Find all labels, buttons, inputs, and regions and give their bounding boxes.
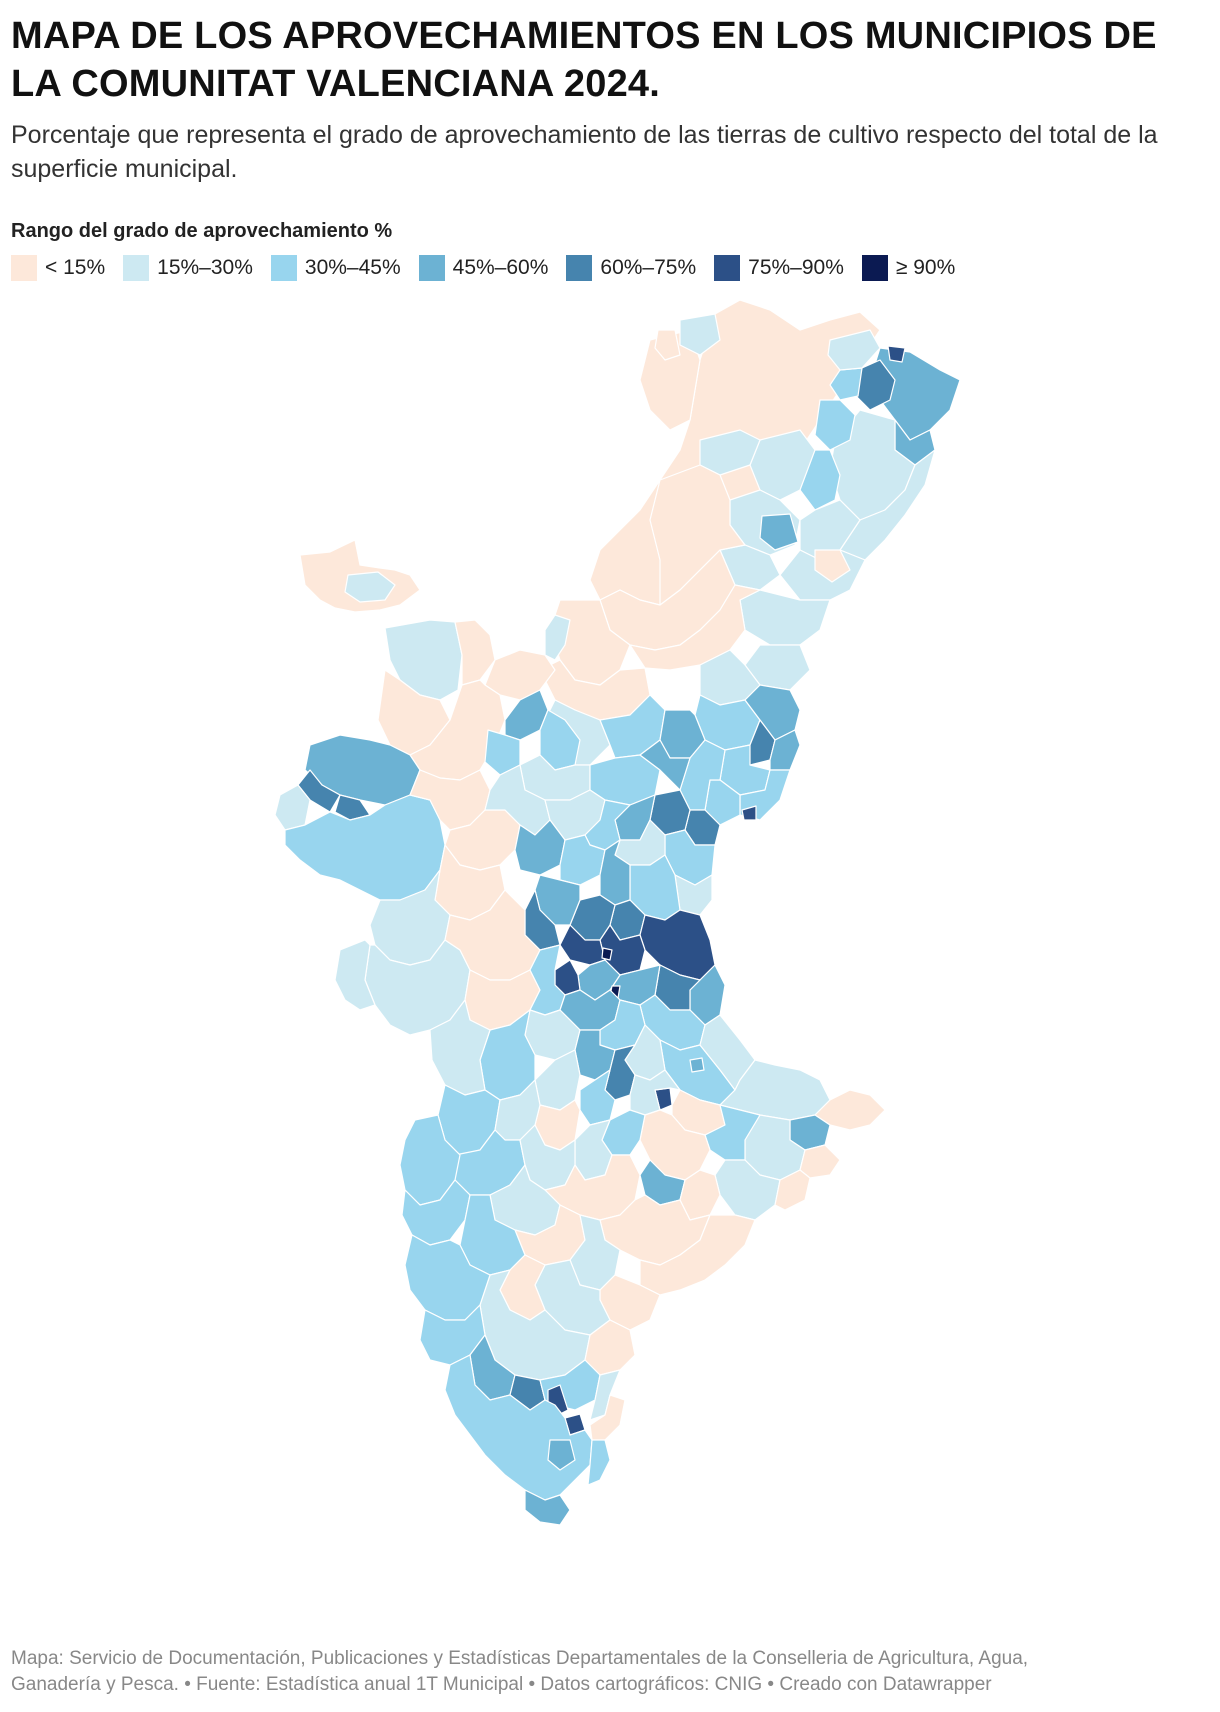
page-subtitle: Porcentaje que representa el grado de ap… bbox=[11, 121, 1158, 183]
region-coast-northeast-light bbox=[827, 329, 881, 371]
header: MAPA DE LOS APROVECHAMIENTOS EN LOS MUNI… bbox=[11, 12, 1201, 186]
legend-item-gte90: ≥ 90% bbox=[861, 255, 956, 281]
legend-label: < 15% bbox=[45, 256, 106, 279]
legend-label: 15%–30% bbox=[157, 256, 253, 279]
region-ayora-light-2 bbox=[334, 939, 376, 1011]
legend-label: 60%–75% bbox=[600, 256, 697, 279]
map-svg bbox=[274, 300, 961, 1526]
region-small-mid-south bbox=[547, 1439, 576, 1471]
region-serrania-low-2 bbox=[454, 619, 496, 686]
legend-label: 75%–90% bbox=[748, 256, 844, 279]
legend-swatch bbox=[123, 255, 150, 281]
region-interior-blue-1 bbox=[814, 399, 856, 451]
legend-swatch bbox=[11, 255, 37, 281]
legend-swatch bbox=[714, 255, 741, 281]
region-serrania-light-2 bbox=[544, 614, 571, 661]
footer: Mapa: Servicio de Documentación, Publica… bbox=[11, 1646, 1211, 1698]
region-safor-mid-dot bbox=[689, 1057, 705, 1073]
region-vega-baja-low bbox=[589, 1394, 626, 1441]
region-vinaros-dark bbox=[887, 345, 906, 363]
legend-label: 30%–45% bbox=[304, 256, 401, 279]
footer-line-2: Ganadería y Pesca. • Fuente: Estadística… bbox=[11, 1674, 992, 1695]
legend-item-60-75: 60%–75% bbox=[566, 255, 696, 281]
region-isolated-nw bbox=[654, 329, 681, 361]
region-pilar-mid bbox=[524, 1489, 571, 1526]
region-camp-turia-mid bbox=[639, 739, 691, 791]
region-interior-light-1 bbox=[749, 429, 816, 501]
legend-label: ≥ 90% bbox=[895, 256, 956, 279]
page-title: MAPA DE LOS APROVECHAMIENTOS EN LOS MUNI… bbox=[11, 15, 1157, 105]
region-interior-mid-1 bbox=[759, 513, 799, 551]
legend-label: 45%–60% bbox=[452, 256, 549, 279]
legend-title: Rango del grado de aprovechamiento % bbox=[11, 220, 393, 242]
region-castellon-nw-blue bbox=[679, 313, 721, 356]
legend-swatch bbox=[566, 255, 593, 281]
legend-swatch bbox=[270, 255, 297, 281]
choropleth-map bbox=[0, 300, 1220, 1640]
legend-item-75-90: 75%–90% bbox=[714, 255, 844, 281]
region-small-low-1 bbox=[814, 549, 851, 583]
legend-items: < 15% 15%–30% 30%–45% 45%–60% 60%–75% 75… bbox=[11, 255, 973, 281]
legend-item-45-60: 45%–60% bbox=[418, 255, 549, 281]
region-small-dark-1 bbox=[741, 805, 757, 821]
region-valle-light-west bbox=[429, 999, 491, 1096]
region-benidorm-low bbox=[774, 1169, 811, 1211]
region-orihuela-coast-blue bbox=[587, 1439, 611, 1486]
footer-line-1: Mapa: Servicio de Documentación, Publica… bbox=[11, 1648, 1029, 1669]
region-comtat-low bbox=[639, 1109, 711, 1181]
legend-item-lt15: < 15% bbox=[11, 255, 105, 281]
region-very-dark-1 bbox=[601, 947, 613, 961]
region-alcalaten bbox=[629, 584, 761, 671]
legend-item-30-45: 30%–45% bbox=[270, 255, 401, 281]
region-serrania-light-1 bbox=[384, 619, 463, 701]
legend-swatch bbox=[861, 255, 888, 281]
region-small-low-coast bbox=[799, 1144, 841, 1179]
region-ademuz-light bbox=[344, 571, 396, 603]
region-alicante-coast-low bbox=[639, 1214, 756, 1296]
legend-swatch bbox=[418, 255, 445, 281]
legend: Rango del grado de aprovechamiento % < 1… bbox=[11, 220, 973, 281]
region-castellon-city-area bbox=[739, 589, 831, 646]
legend-item-15-30: 15%–30% bbox=[123, 255, 253, 281]
